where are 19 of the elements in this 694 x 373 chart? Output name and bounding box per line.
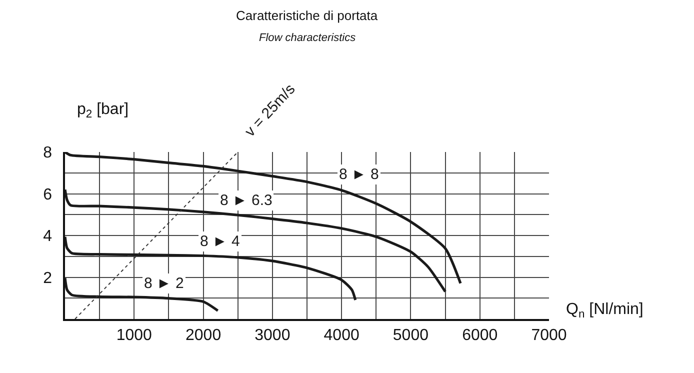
chart-subtitle: Flow characteristics: [259, 32, 356, 44]
series-label: 8 ► 6.3: [220, 192, 272, 209]
chart-title: Caratteristiche di portata: [236, 8, 378, 23]
x-tick-label: 4000: [324, 326, 360, 344]
y-axis-title: p$_{2}$ [bar]: [77, 101, 129, 120]
y-tick-label: 2: [43, 270, 52, 287]
x-tick-label: 7000: [531, 326, 567, 344]
y-tick-label: 6: [43, 186, 52, 204]
y-tick-label: 8: [43, 144, 52, 162]
series-label: 8 ► 2: [144, 275, 184, 292]
x-tick-label: 6000: [462, 326, 498, 344]
x-axis-title: Q$_{n}$ [Nl/min]: [566, 301, 644, 320]
x-tick-label: 3000: [254, 326, 290, 344]
series-label: 8 ► 8: [339, 166, 379, 183]
series-label: 8 ► 4: [200, 233, 240, 250]
y-tick-label: 4: [43, 228, 52, 246]
x-tick-label: 2000: [185, 326, 222, 344]
x-tick-label: 1000: [116, 326, 152, 344]
x-tick-label: 5000: [392, 326, 429, 344]
